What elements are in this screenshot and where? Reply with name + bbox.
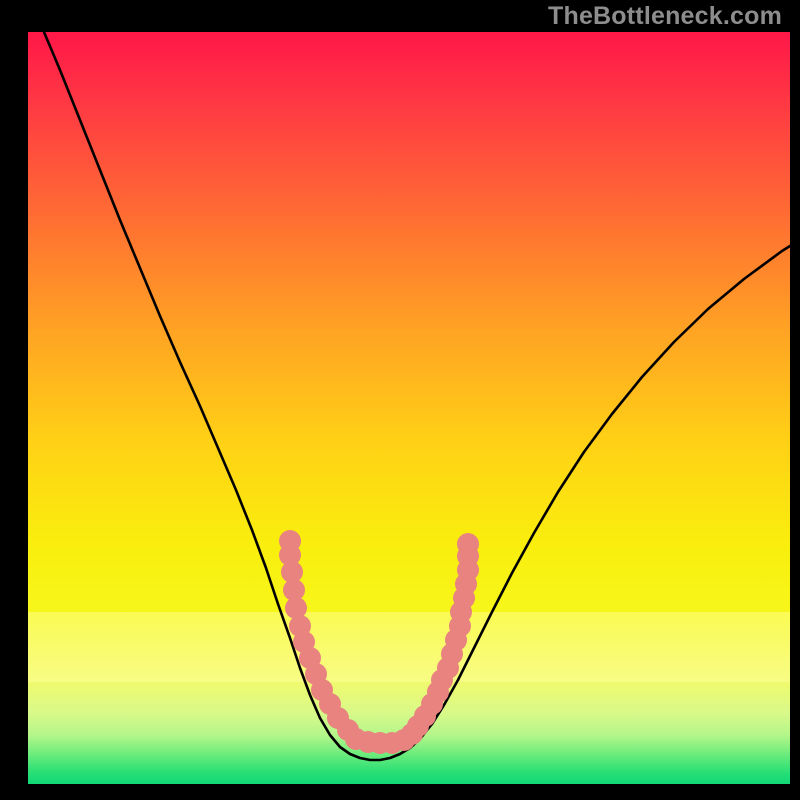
bottleneck-chart	[28, 32, 790, 784]
pale-horizontal-band	[28, 612, 790, 682]
highlight-dot	[457, 533, 479, 555]
watermark-text: TheBottleneck.com	[548, 2, 782, 31]
